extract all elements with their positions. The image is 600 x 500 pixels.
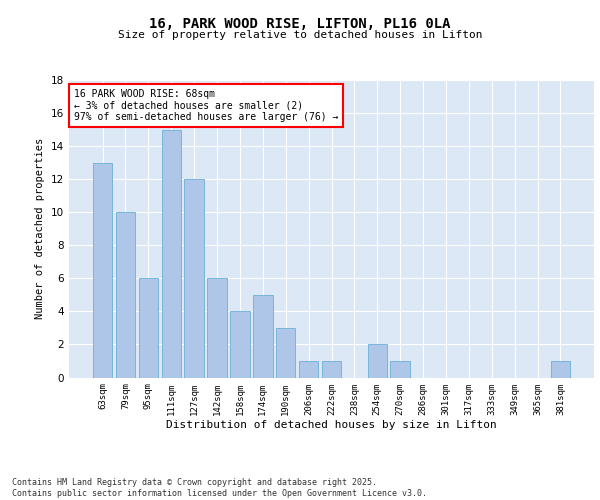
Bar bbox=[391, 361, 410, 378]
Text: Size of property relative to detached houses in Lifton: Size of property relative to detached ho… bbox=[118, 30, 482, 40]
Bar bbox=[161, 130, 181, 378]
Bar bbox=[184, 179, 204, 378]
Bar bbox=[299, 361, 319, 378]
Bar bbox=[93, 162, 112, 378]
Bar bbox=[368, 344, 387, 378]
Bar bbox=[276, 328, 295, 378]
Y-axis label: Number of detached properties: Number of detached properties bbox=[35, 138, 46, 320]
Bar bbox=[116, 212, 135, 378]
Text: 16, PARK WOOD RISE, LIFTON, PL16 0LA: 16, PARK WOOD RISE, LIFTON, PL16 0LA bbox=[149, 18, 451, 32]
Bar bbox=[253, 295, 272, 378]
X-axis label: Distribution of detached houses by size in Lifton: Distribution of detached houses by size … bbox=[166, 420, 497, 430]
Bar bbox=[322, 361, 341, 378]
Bar bbox=[208, 278, 227, 378]
Text: Contains HM Land Registry data © Crown copyright and database right 2025.
Contai: Contains HM Land Registry data © Crown c… bbox=[12, 478, 427, 498]
Bar bbox=[139, 278, 158, 378]
Bar bbox=[230, 312, 250, 378]
Bar bbox=[551, 361, 570, 378]
Text: 16 PARK WOOD RISE: 68sqm
← 3% of detached houses are smaller (2)
97% of semi-det: 16 PARK WOOD RISE: 68sqm ← 3% of detache… bbox=[74, 89, 338, 122]
